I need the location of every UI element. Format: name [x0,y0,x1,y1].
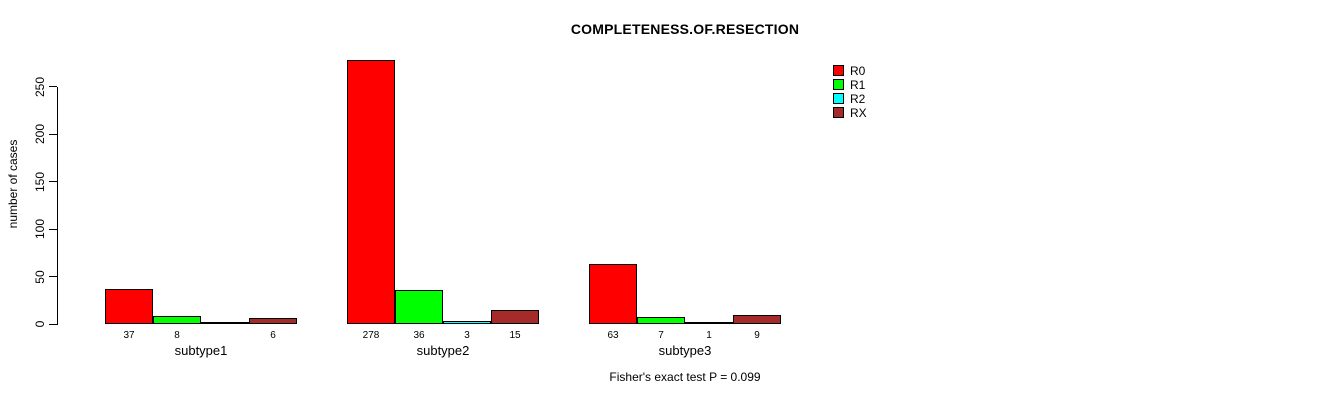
legend-label-rx: RX [850,105,867,120]
bar-rx-subtype3 [733,315,781,324]
y-tick-label: 100 [33,218,47,240]
legend-item-r2: R2 [833,91,867,106]
bar-r1-subtype2 [395,289,443,324]
y-tick [49,133,57,135]
bar-r2-subtype2 [443,321,491,324]
legend-swatch-r1 [833,79,844,90]
legend: R0 R1 R2 RX [833,63,867,120]
legend-label-r0: R0 [850,63,866,78]
bar-r0-subtype1 [105,288,153,324]
legend-label-r2: R2 [850,91,866,106]
y-tick-label: 50 [33,269,47,284]
legend-swatch-r2 [833,93,844,104]
legend-swatch-rx [833,107,844,118]
y-tick [49,276,57,277]
bar-value-label: 3 [464,330,470,341]
y-tick-label: 200 [33,123,47,145]
bar-r2-subtype3 [685,322,733,324]
y-tick [49,86,57,87]
bar-rx-subtype2 [491,309,539,324]
x-category-label: subtype1 [174,343,228,358]
y-axis-line [57,86,58,325]
legend-label-r1: R1 [850,77,866,92]
bar-value-label: 8 [174,330,180,341]
bar-value-label: 6 [270,330,276,341]
y-tick-label: 150 [33,171,47,192]
bar-rx-subtype1 [249,318,297,324]
x-category-label: subtype2 [416,343,470,358]
bar-value-label: 15 [509,330,521,341]
x-category-label: subtype3 [658,343,712,358]
legend-item-r0: R0 [833,63,867,78]
bar-r1-subtype1 [153,316,201,324]
bar-value-label: 37 [123,330,135,341]
y-tick [49,323,57,325]
y-tick [49,228,57,230]
bar-value-label: 1 [706,330,712,341]
legend-item-r1: R1 [833,77,867,92]
bar-r2-subtype1 [201,322,249,324]
bar-value-label: 36 [413,330,425,341]
bar-value-label: 9 [754,330,760,341]
y-tick-label: 250 [33,76,47,97]
y-axis-title: number of cases [6,139,20,229]
bar-value-label: 278 [362,330,380,341]
y-tick [49,181,57,182]
y-tick-label: 0 [33,320,47,328]
bar-r1-subtype3 [637,317,685,324]
bar-value-label: 7 [658,330,664,341]
annotation-text: Fisher's exact test P = 0.099 [609,370,761,384]
bar-value-label: 63 [607,330,619,341]
legend-item-rx: RX [833,105,867,120]
bar-r0-subtype3 [589,264,637,324]
bar-r0-subtype2 [347,59,395,324]
chart-title: COMPLETENESS.OF.RESECTION [570,21,800,37]
legend-swatch-r0 [833,65,844,76]
